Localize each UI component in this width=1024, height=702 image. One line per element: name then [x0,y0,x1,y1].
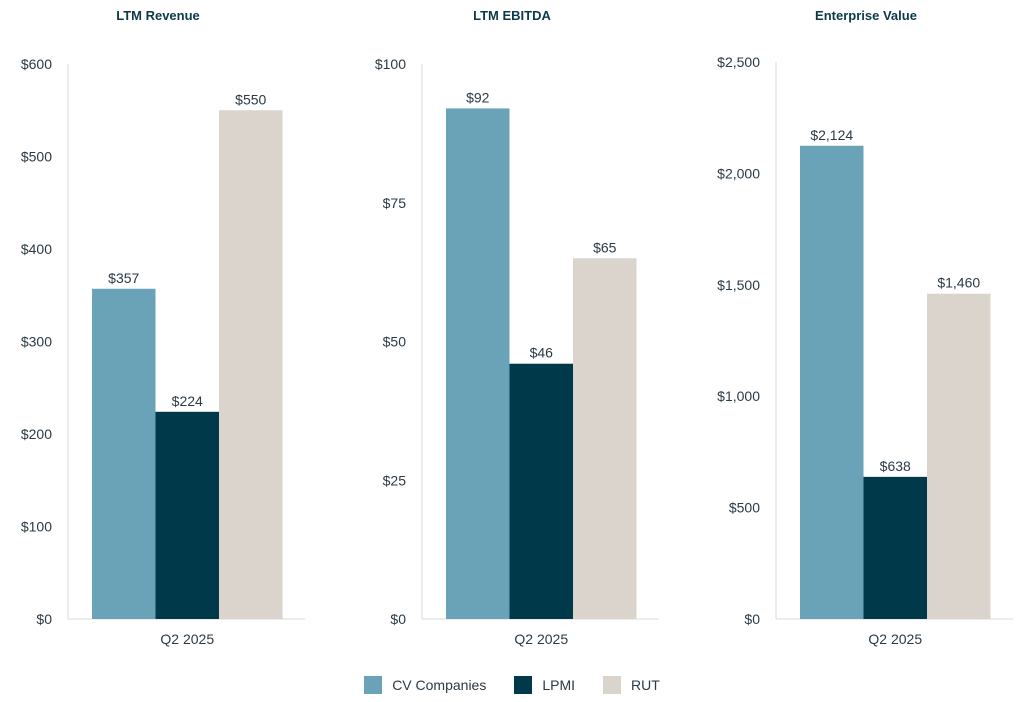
bar-enterprise-value-cv-companies [800,145,864,619]
legend-swatch-rut [603,676,622,694]
data-label-ltm-revenue-cv-companies: $357 [108,270,139,286]
bar-enterprise-value-lpmi [863,476,927,619]
y-tick-label-enterprise-value: $0 [744,611,760,627]
y-tick-label-enterprise-value: $1,000 [717,388,760,404]
y-tick-label-ltm-revenue: $100 [21,519,52,535]
legend-item-lpmi: LPMI [514,676,575,694]
y-tick-label-ltm-revenue: $500 [21,149,52,165]
legend-swatch-lpmi [514,676,533,694]
data-label-enterprise-value-lpmi: $638 [880,458,911,474]
y-tick-label-enterprise-value: $1,500 [717,277,760,293]
legend-label-lpmi: LPMI [542,677,576,693]
y-tick-label-ltm-ebitda: $25 [383,472,407,488]
chart-title-ltm-revenue: LTM Revenue [116,8,200,23]
legend-item-cv-companies: CV Companies [364,676,486,694]
bar-ltm-revenue-cv-companies [92,288,156,619]
y-tick-label-enterprise-value: $500 [729,500,760,516]
y-tick-label-enterprise-value: $2,500 [717,54,760,70]
x-tick-label-ltm-revenue: Q2 2025 [160,631,214,647]
y-tick-label-ltm-ebitda: $0 [390,611,406,627]
bar-ltm-revenue-lpmi [155,411,219,619]
legend-item-rut: RUT [603,676,660,694]
y-tick-label-ltm-ebitda: $75 [383,195,407,211]
data-label-ltm-ebitda-rut: $65 [593,239,617,255]
legend-swatch-cv-companies [364,676,383,694]
bar-ltm-ebitda-cv-companies [446,108,510,620]
bar-enterprise-value-rut [927,293,991,619]
x-tick-label-enterprise-value: Q2 2025 [868,631,922,647]
data-label-ltm-ebitda-lpmi: $46 [530,345,554,361]
y-tick-label-ltm-revenue: $600 [21,56,52,72]
bar-ltm-ebitda-lpmi [509,363,573,619]
legend-label-rut: RUT [631,677,660,693]
data-label-ltm-ebitda-cv-companies: $92 [466,89,490,105]
chart-ltm-revenue: LTM Revenue $0 $100 $200 $300 $400 $500 $600 $35… [21,8,305,647]
y-tick-label-ltm-ebitda: $100 [375,56,406,72]
bar-ltm-revenue-rut [219,110,283,619]
y-tick-label-ltm-ebitda: $50 [383,334,407,350]
chart-title-enterprise-value: Enterprise Value [815,8,917,23]
data-label-ltm-revenue-lpmi: $224 [172,393,203,409]
bar-ltm-ebitda-rut [573,258,637,619]
y-tick-label-enterprise-value: $2,000 [717,165,760,181]
y-tick-label-ltm-revenue: $400 [21,241,52,257]
x-tick-label-ltm-ebitda: Q2 2025 [514,631,568,647]
legend-label-cv-companies: CV Companies [392,677,487,693]
chart-title-ltm-ebitda: LTM EBITDA [473,8,551,23]
data-label-enterprise-value-cv-companies: $2,124 [810,127,853,143]
chart-ltm-ebitda: LTM EBITDA $0 $25 $50 $75 $100 $92 $46 $65 Q2 202… [375,8,659,647]
chart-legend: CV Companies LPMI RUT [0,674,1024,696]
chart-enterprise-value: Enterprise Value $0 $500 $1,000 $1,500 $2,000… [717,8,1013,647]
data-label-ltm-revenue-rut: $550 [235,91,266,107]
y-tick-label-ltm-revenue: $300 [21,334,52,350]
y-tick-label-ltm-revenue: $0 [36,611,52,627]
y-tick-label-ltm-revenue: $200 [21,426,52,442]
data-label-enterprise-value-rut: $1,460 [937,275,980,291]
